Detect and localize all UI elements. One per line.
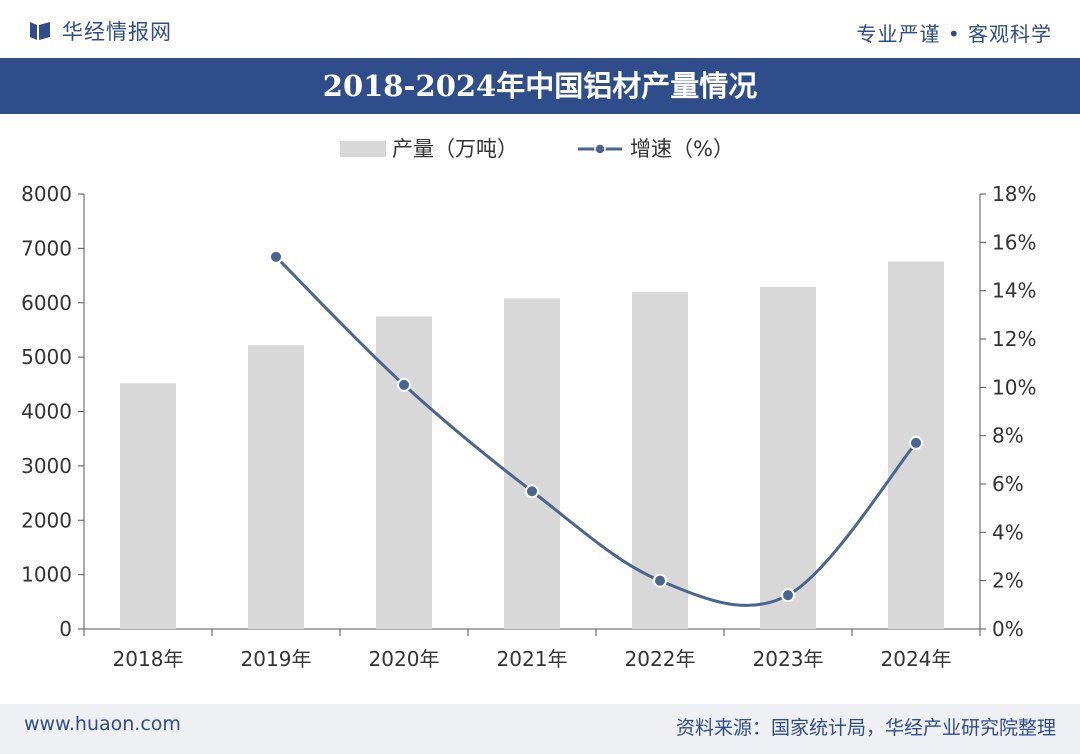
x-tick-label: 2020年 xyxy=(369,647,440,671)
bar-2021年 xyxy=(504,298,560,629)
chart-svg: 产量（万吨） 增速（%） 0 1000 2000 3000 4000 5000 6000 70… xyxy=(21,137,1036,671)
y-left-tick-label: 8000 xyxy=(21,182,72,206)
growth-point-2019年 xyxy=(269,249,283,264)
y-left-tick-label: 1000 xyxy=(21,563,72,587)
y-left-tick-label: 0 xyxy=(59,617,72,641)
bar-2023年 xyxy=(760,286,816,629)
growth-point-2023年 xyxy=(781,588,795,603)
y-right-tick-label: 4% xyxy=(992,520,1024,544)
legend-bar-swatch xyxy=(340,141,386,157)
y-left-tick-label: 7000 xyxy=(21,236,72,260)
legend-bar-label: 产量（万吨） xyxy=(392,137,518,161)
chart-title: 2018-2024年中国铝材产量情况 xyxy=(0,58,1080,114)
x-tick-label: 2019年 xyxy=(241,647,312,671)
growth-point-2022年 xyxy=(653,573,667,588)
slogan: 专业严谨 • 客观科学 xyxy=(856,22,1052,46)
y-left-tick-label: 6000 xyxy=(21,291,72,315)
footer-url[interactable]: www.huaon.com xyxy=(24,713,181,735)
bar-2019年 xyxy=(248,345,304,629)
brand-name: 华经情报网 xyxy=(62,20,172,44)
bars xyxy=(120,261,944,629)
legend-line-marker xyxy=(594,143,606,155)
x-tick-label: 2018年 xyxy=(113,647,184,671)
y-right-tick-label: 18% xyxy=(992,182,1036,206)
growth-point-2024年 xyxy=(909,435,923,450)
bar-2020年 xyxy=(376,316,432,629)
axes: 0 1000 2000 3000 4000 5000 6000 7000 8000 0% 2% 4% 6… xyxy=(21,182,1036,671)
y-right-tick-label: 8% xyxy=(992,424,1024,448)
growth-point-2020年 xyxy=(397,377,411,392)
growth-line xyxy=(269,249,923,607)
growth-point-2021年 xyxy=(525,484,539,499)
x-tick-label: 2021年 xyxy=(497,647,568,671)
legend-line-label: 增速（%） xyxy=(630,137,734,161)
bar-2018年 xyxy=(120,383,176,629)
chart: 产量（万吨） 增速（%） 0 1000 2000 3000 4000 5000 6000 70… xyxy=(0,114,1080,704)
growth-line-path xyxy=(274,255,918,607)
y-right-tick-label: 12% xyxy=(992,327,1036,351)
y-right-tick-label: 2% xyxy=(992,569,1024,593)
y-right-tick-label: 6% xyxy=(992,472,1024,496)
brand-logo-icon xyxy=(30,22,50,40)
x-tick-label: 2024年 xyxy=(881,647,952,671)
y-right-tick-label: 0% xyxy=(992,617,1024,641)
legend: 产量（万吨） 增速（%） xyxy=(340,137,734,161)
brand: 华经情报网 xyxy=(28,16,172,46)
y-right-tick-label: 10% xyxy=(992,375,1036,399)
x-tick-label: 2023年 xyxy=(753,647,824,671)
y-left-tick-label: 4000 xyxy=(21,400,72,424)
top-bar: 华经情报网 专业严谨 • 客观科学 xyxy=(0,0,1080,58)
footer: www.huaon.com 资料来源：国家统计局，华经产业研究院整理 xyxy=(0,704,1080,754)
y-left-tick-label: 5000 xyxy=(21,345,72,369)
footer-source: 资料来源：国家统计局，华经产业研究院整理 xyxy=(675,717,1056,739)
y-left-tick-label: 2000 xyxy=(21,508,72,532)
y-right-tick-label: 16% xyxy=(992,230,1036,254)
x-tick-label: 2022年 xyxy=(625,647,696,671)
y-right-tick-label: 14% xyxy=(992,279,1036,303)
y-left-tick-label: 3000 xyxy=(21,454,72,478)
